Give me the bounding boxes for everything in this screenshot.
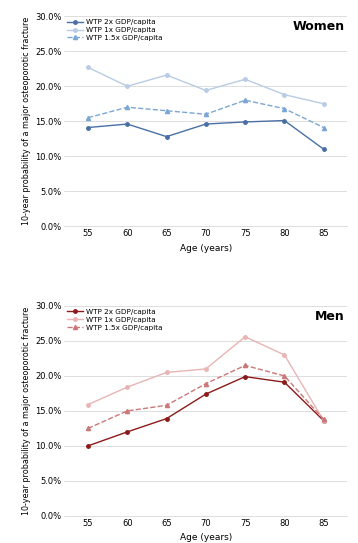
WTP 1x GDP/capita	[164, 369, 169, 376]
WTP 1x GDP/capita	[86, 401, 90, 408]
WTP 1x GDP/capita	[86, 64, 90, 71]
WTP 1x GDP/capita	[204, 365, 208, 372]
WTP 1x GDP/capita	[282, 91, 286, 98]
WTP 1.5x GDP/capita	[125, 104, 130, 111]
Line: WTP 2x GDP/capita: WTP 2x GDP/capita	[86, 375, 325, 447]
WTP 1x GDP/capita	[321, 100, 326, 107]
Line: WTP 1.5x GDP/capita: WTP 1.5x GDP/capita	[86, 363, 326, 431]
Y-axis label: 10-year probability of a major osteoporotic fracture: 10-year probability of a major osteoporo…	[22, 17, 31, 225]
WTP 2x GDP/capita	[164, 134, 169, 140]
WTP 1.5x GDP/capita	[321, 416, 326, 422]
WTP 2x GDP/capita	[204, 391, 208, 397]
Y-axis label: 10-year probability of a major osteoporotic fracture: 10-year probability of a major osteoporo…	[22, 307, 31, 515]
WTP 1x GDP/capita	[243, 76, 247, 83]
WTP 2x GDP/capita	[321, 146, 326, 153]
Line: WTP 1.5x GDP/capita: WTP 1.5x GDP/capita	[86, 98, 326, 130]
WTP 2x GDP/capita	[204, 121, 208, 127]
X-axis label: Age (years): Age (years)	[180, 243, 232, 252]
Legend: WTP 2x GDP/capita, WTP 1x GDP/capita, WTP 1.5x GDP/capita: WTP 2x GDP/capita, WTP 1x GDP/capita, WT…	[67, 308, 163, 331]
WTP 2x GDP/capita	[243, 374, 247, 380]
WTP 1.5x GDP/capita	[164, 402, 169, 408]
WTP 1x GDP/capita	[204, 87, 208, 94]
X-axis label: Age (years): Age (years)	[180, 533, 232, 542]
Line: WTP 2x GDP/capita: WTP 2x GDP/capita	[86, 119, 325, 151]
WTP 1.5x GDP/capita	[204, 111, 208, 117]
WTP 1.5x GDP/capita	[243, 362, 247, 369]
WTP 1.5x GDP/capita	[204, 380, 208, 387]
WTP 2x GDP/capita	[243, 119, 247, 125]
WTP 1x GDP/capita	[125, 83, 130, 90]
WTP 1x GDP/capita	[243, 333, 247, 340]
WTP 1.5x GDP/capita	[86, 425, 90, 432]
WTP 2x GDP/capita	[125, 121, 130, 127]
Text: Men: Men	[315, 310, 344, 323]
WTP 1x GDP/capita	[164, 72, 169, 78]
WTP 1x GDP/capita	[125, 384, 130, 390]
WTP 1.5x GDP/capita	[321, 124, 326, 131]
WTP 2x GDP/capita	[282, 379, 286, 386]
WTP 2x GDP/capita	[164, 415, 169, 422]
WTP 2x GDP/capita	[282, 117, 286, 124]
Legend: WTP 2x GDP/capita, WTP 1x GDP/capita, WTP 1.5x GDP/capita: WTP 2x GDP/capita, WTP 1x GDP/capita, WT…	[67, 18, 163, 42]
WTP 1.5x GDP/capita	[282, 105, 286, 112]
WTP 1.5x GDP/capita	[86, 115, 90, 121]
WTP 2x GDP/capita	[125, 428, 130, 435]
WTP 1x GDP/capita	[282, 352, 286, 358]
Line: WTP 1x GDP/capita: WTP 1x GDP/capita	[86, 66, 325, 105]
WTP 1x GDP/capita	[321, 418, 326, 424]
WTP 1.5x GDP/capita	[282, 372, 286, 379]
WTP 1.5x GDP/capita	[164, 108, 169, 114]
WTP 2x GDP/capita	[86, 124, 90, 131]
WTP 1.5x GDP/capita	[125, 408, 130, 414]
Line: WTP 1x GDP/capita: WTP 1x GDP/capita	[86, 335, 325, 422]
WTP 1.5x GDP/capita	[243, 97, 247, 104]
WTP 2x GDP/capita	[86, 443, 90, 449]
Text: Women: Women	[292, 21, 344, 34]
WTP 2x GDP/capita	[321, 418, 326, 424]
